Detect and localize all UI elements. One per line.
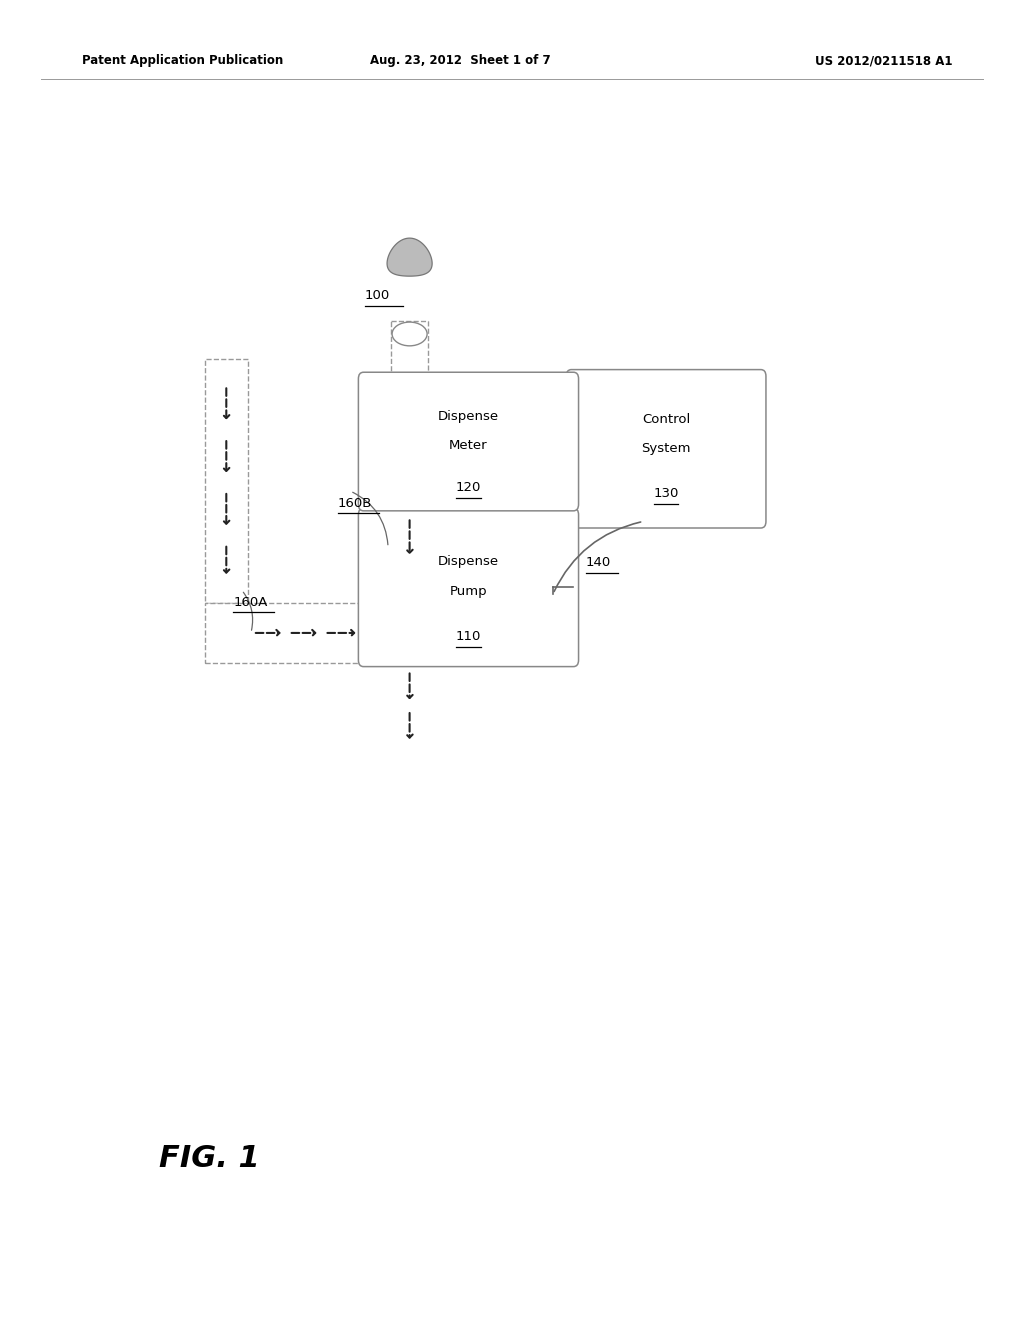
Text: US 2012/0211518 A1: US 2012/0211518 A1 — [815, 54, 952, 67]
Text: Dispense: Dispense — [438, 411, 499, 422]
Text: FIG. 1: FIG. 1 — [159, 1144, 259, 1173]
FancyBboxPatch shape — [566, 370, 766, 528]
Bar — [205, 359, 248, 603]
Bar — [391, 321, 428, 504]
Bar — [205, 603, 364, 663]
Text: Dispense: Dispense — [438, 554, 499, 568]
Text: 140: 140 — [586, 556, 611, 569]
Text: Aug. 23, 2012  Sheet 1 of 7: Aug. 23, 2012 Sheet 1 of 7 — [371, 54, 551, 67]
Text: 160A: 160A — [233, 595, 268, 609]
Ellipse shape — [392, 322, 427, 346]
Text: Pump: Pump — [450, 585, 487, 598]
FancyBboxPatch shape — [358, 372, 579, 511]
Text: Control: Control — [642, 413, 690, 426]
Text: Patent Application Publication: Patent Application Publication — [82, 54, 284, 67]
Text: System: System — [641, 442, 691, 455]
Text: 160B: 160B — [338, 496, 373, 510]
Text: 100: 100 — [365, 289, 390, 302]
Text: Meter: Meter — [450, 438, 487, 451]
FancyBboxPatch shape — [358, 508, 579, 667]
Polygon shape — [387, 238, 432, 276]
Text: 110: 110 — [456, 630, 481, 643]
Bar — [391, 379, 428, 660]
Text: 120: 120 — [456, 482, 481, 494]
Text: 130: 130 — [653, 487, 679, 500]
